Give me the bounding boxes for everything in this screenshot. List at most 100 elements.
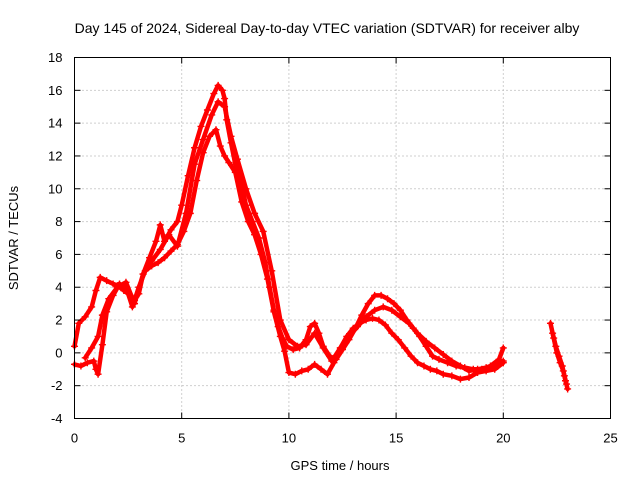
data-point (482, 364, 490, 372)
data-point (203, 106, 211, 114)
data-point (94, 370, 102, 378)
data-point (77, 362, 85, 370)
series-layer (71, 81, 572, 393)
data-point (448, 372, 456, 380)
data-point (113, 283, 121, 291)
data-point (433, 367, 441, 375)
data-point (422, 337, 430, 345)
data-point (206, 132, 214, 140)
x-tick-label: 10 (282, 431, 296, 446)
data-point (156, 245, 164, 253)
data-point (371, 291, 379, 299)
data-point (474, 365, 482, 373)
y-tick-label: 16 (48, 83, 62, 98)
data-point (364, 300, 372, 308)
data-point (199, 136, 207, 144)
data-point (167, 247, 175, 255)
data-point (396, 306, 404, 314)
data-point (420, 362, 428, 370)
data-point (216, 142, 224, 150)
data-point (388, 329, 396, 337)
data-point (377, 291, 385, 299)
data-point (435, 355, 443, 363)
data-point (218, 86, 226, 94)
data-point (281, 347, 289, 355)
data-point (263, 275, 271, 283)
data-point (251, 209, 259, 217)
data-point (96, 273, 104, 281)
data-point (156, 221, 164, 229)
y-tick-label: 12 (48, 148, 62, 163)
data-point (182, 209, 190, 217)
data-point (214, 81, 222, 89)
data-point (105, 295, 113, 303)
data-point (231, 168, 239, 176)
data-point (233, 155, 241, 163)
y-tick-label: 0 (55, 345, 62, 360)
data-point (81, 313, 89, 321)
data-point (311, 329, 319, 337)
data-point (381, 321, 389, 329)
data-point (173, 218, 181, 226)
data-point (268, 267, 276, 275)
data-point (306, 323, 314, 331)
data-point (439, 351, 447, 359)
data-point (289, 346, 297, 354)
data-point (103, 277, 111, 285)
data-point (456, 362, 464, 370)
data-point (414, 359, 422, 367)
series-band (72, 83, 506, 372)
data-point (285, 336, 293, 344)
data-point (193, 177, 201, 185)
data-point (109, 280, 117, 288)
data-point (75, 319, 83, 327)
data-point (345, 332, 353, 340)
data-point (328, 357, 336, 365)
x-tick-label: 25 (603, 431, 617, 446)
data-point (191, 144, 199, 152)
data-point (208, 111, 216, 119)
data-point (388, 306, 396, 314)
data-point (244, 218, 252, 226)
x-tick-label: 20 (496, 431, 510, 446)
data-point (221, 103, 229, 111)
data-point (311, 360, 319, 368)
data-point (414, 329, 422, 337)
data-point (98, 341, 106, 349)
data-point (362, 313, 370, 321)
x-axis-label: GPS time / hours (291, 458, 390, 473)
y-tick-label: 6 (55, 247, 62, 262)
data-point (336, 344, 344, 352)
chart-title: Day 145 of 2024, Sidereal Day-to-day VTE… (75, 20, 580, 36)
data-point (221, 152, 229, 160)
data-point (167, 226, 175, 234)
data-point (221, 95, 229, 103)
data-point (81, 354, 89, 362)
data-point (293, 342, 301, 350)
data-point (173, 242, 181, 250)
y-tick-label: -2 (51, 378, 63, 393)
series-trace-e (549, 329, 571, 388)
data-point (238, 198, 246, 206)
data-point (139, 270, 147, 278)
data-point (429, 352, 437, 360)
data-point (225, 159, 233, 167)
data-point (390, 300, 398, 308)
data-point (369, 314, 377, 322)
data-point (465, 373, 473, 381)
data-point (396, 313, 404, 321)
data-point (227, 132, 235, 140)
data-point (546, 319, 554, 327)
data-point (298, 367, 306, 375)
data-point (375, 316, 383, 324)
series-trace-c (81, 98, 507, 375)
y-tick-label: 14 (48, 116, 62, 131)
data-point (371, 306, 379, 314)
data-point (191, 160, 199, 168)
data-point (311, 319, 319, 327)
data-point (302, 341, 310, 349)
x-tick-label: 0 (71, 431, 78, 446)
series-band (82, 99, 506, 374)
data-point (214, 98, 222, 106)
